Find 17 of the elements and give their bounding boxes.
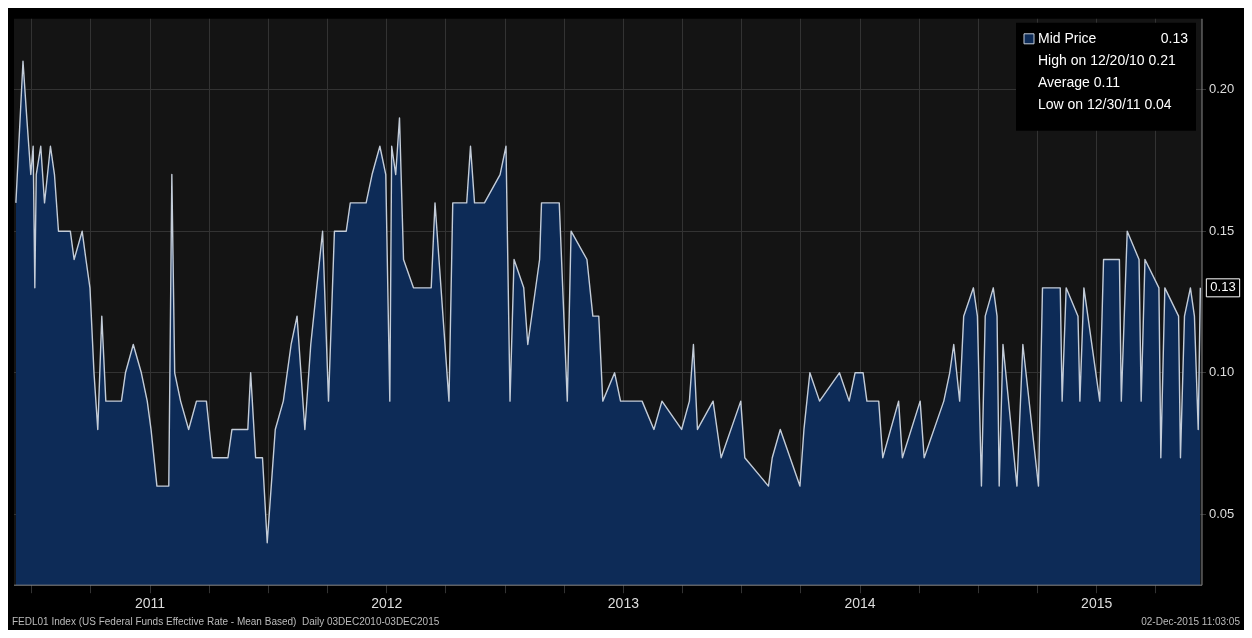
y-tick-label: 0.05 xyxy=(1209,505,1235,521)
x-tick-label: 2011 xyxy=(135,595,166,612)
y-tick-label: 0.10 xyxy=(1209,364,1235,380)
x-tick-label: 2015 xyxy=(1081,595,1113,612)
y-tick-label: 0.20 xyxy=(1209,81,1235,97)
annotation: Low on 12/30/11 0.04 xyxy=(1038,95,1172,112)
annotation: 0.13 xyxy=(1210,279,1236,295)
y-tick-label: 0.15 xyxy=(1209,222,1235,238)
annotation: High on 12/20/10 0.21 xyxy=(1038,51,1176,68)
x-tick-label: 2013 xyxy=(607,595,640,612)
x-tick-label: 2012 xyxy=(371,595,403,612)
x-tick-label: 2014 xyxy=(844,595,876,612)
annotation: 0.13 xyxy=(1160,29,1189,46)
text: 02-Dec-2015 11:03:05 xyxy=(1141,615,1241,627)
annotation: Average 0.11 xyxy=(1038,73,1121,90)
legend-label: Mid Price xyxy=(1038,29,1097,46)
text: FEDL01 Index (US Federal Funds Effective Rate - Mean Based) Daily 03DEC2010-03DEC2015 xyxy=(12,615,440,627)
